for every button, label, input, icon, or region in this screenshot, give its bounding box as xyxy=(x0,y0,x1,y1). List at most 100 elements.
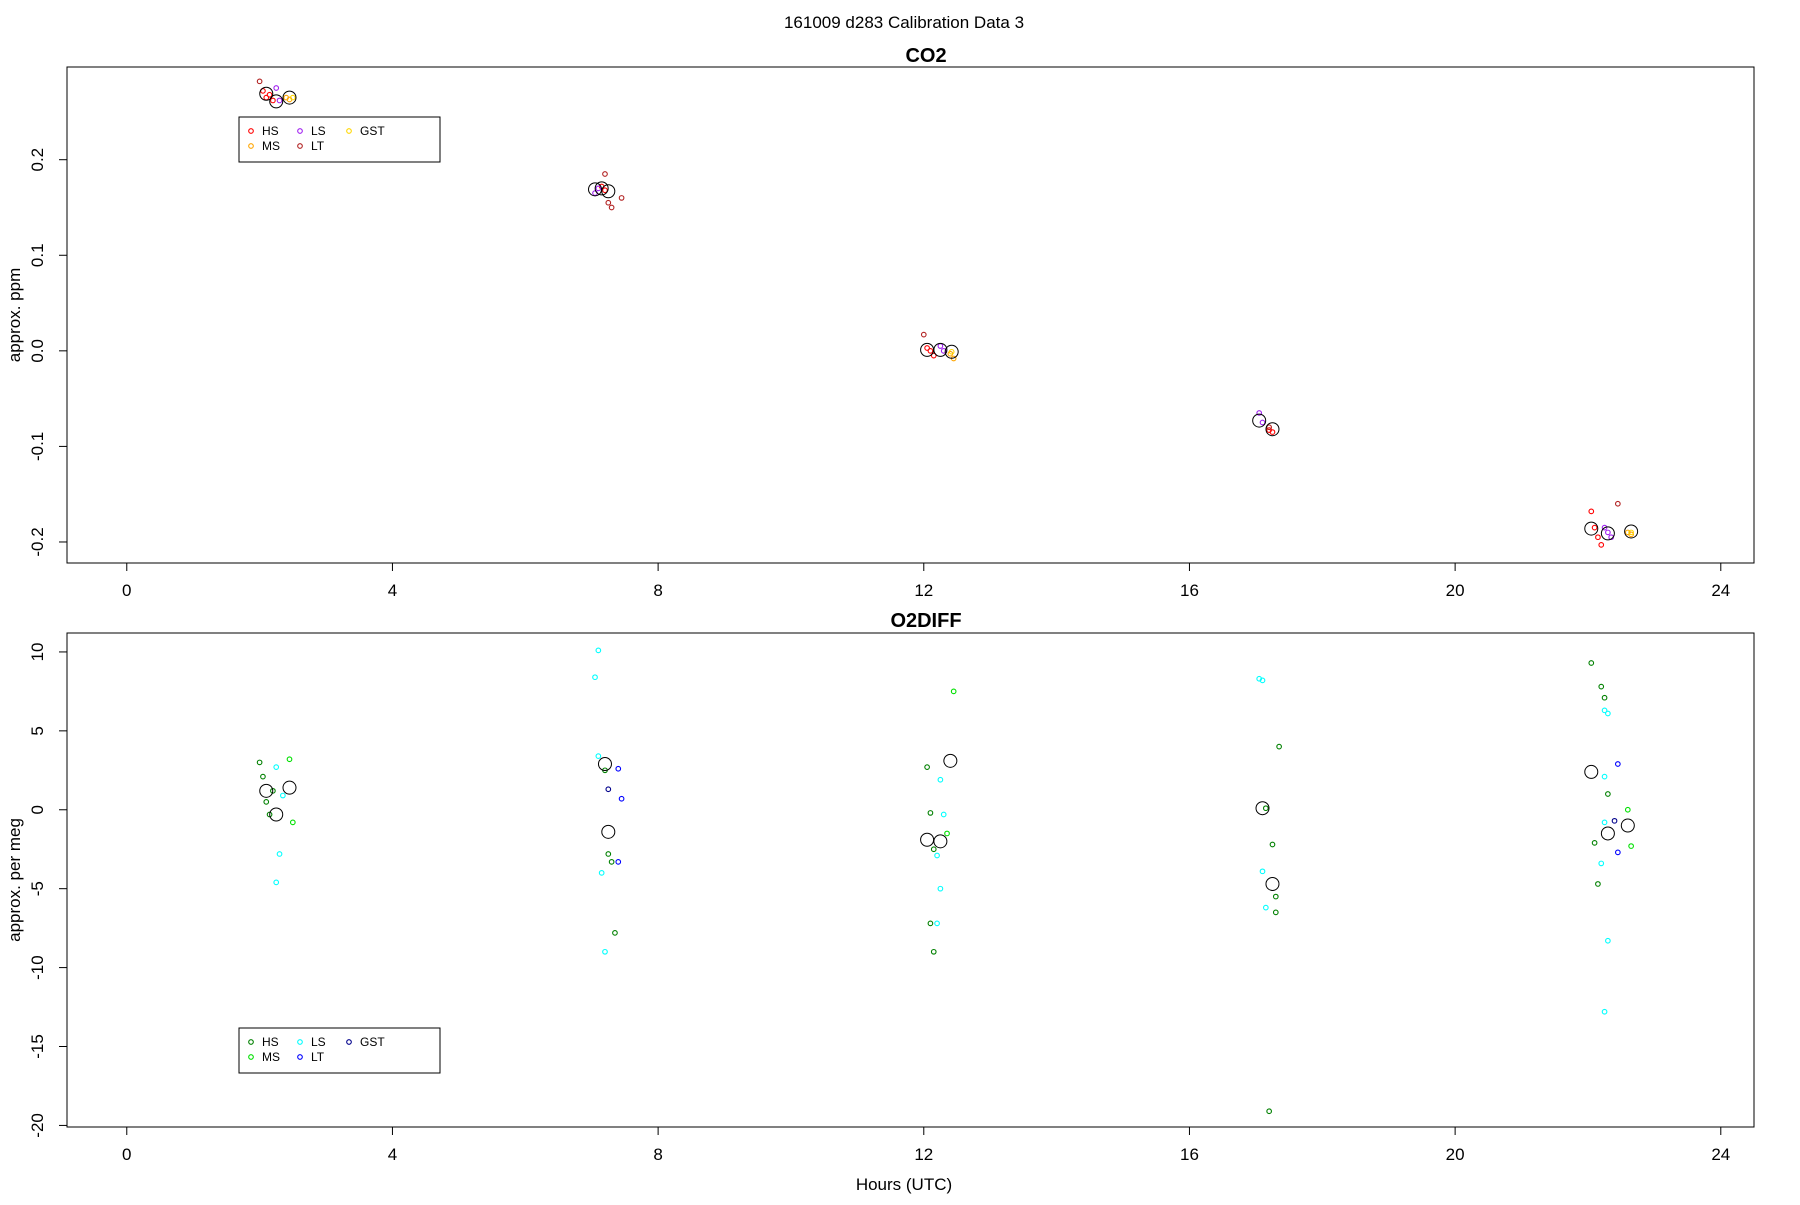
y-tick-label: 0.2 xyxy=(28,148,47,172)
legend-marker xyxy=(248,128,254,134)
data-point xyxy=(937,776,944,783)
legend-marker xyxy=(248,1039,254,1045)
data-point xyxy=(1588,508,1595,515)
mean-marker xyxy=(1255,801,1270,816)
data-point xyxy=(602,171,608,177)
legend-box xyxy=(238,1027,441,1074)
y-tick-label: 0.1 xyxy=(28,243,47,267)
x-tick-label: 8 xyxy=(653,581,662,600)
data-point xyxy=(1614,849,1621,856)
data-point xyxy=(615,765,622,772)
data-point xyxy=(595,185,602,192)
mean-marker xyxy=(1252,413,1267,428)
data-point xyxy=(1262,904,1269,911)
legend-label: LT xyxy=(311,1050,325,1064)
data-point xyxy=(1598,683,1605,690)
data-point xyxy=(1259,677,1266,684)
data-point xyxy=(1598,541,1605,548)
data-point xyxy=(615,858,622,865)
x-tick-label: 20 xyxy=(1446,1145,1465,1164)
data-point xyxy=(930,846,937,853)
x-axis-label: Hours (UTC) xyxy=(856,1175,952,1194)
mean-marker xyxy=(594,181,609,196)
data-point xyxy=(950,688,957,695)
mean-marker xyxy=(597,756,612,771)
data-point xyxy=(602,948,608,955)
data-point xyxy=(256,759,263,766)
data-point xyxy=(595,647,602,654)
data-point xyxy=(1588,660,1595,666)
legend-label: HS xyxy=(262,124,279,138)
x-tick-label: 4 xyxy=(388,581,397,600)
mean-marker xyxy=(269,807,284,822)
data-point xyxy=(270,787,276,794)
data-point xyxy=(1611,817,1618,824)
data-point xyxy=(289,819,296,826)
data-point xyxy=(1628,529,1634,536)
data-point xyxy=(940,347,947,354)
o2diff-y-axis: -20 -15 -10 -5 0 5 10 xyxy=(28,642,67,1138)
data-point xyxy=(930,948,937,955)
mean-marker xyxy=(259,783,274,798)
co2-points xyxy=(256,78,1639,548)
data-point xyxy=(618,795,625,802)
data-point xyxy=(1591,840,1598,846)
legend-label: HS xyxy=(262,1035,279,1049)
y-tick-label: -5 xyxy=(28,881,47,896)
x-tick-label: 24 xyxy=(1711,1145,1730,1164)
y-tick-label: -10 xyxy=(28,955,47,980)
legend-marker xyxy=(297,128,303,134)
legend-label: LT xyxy=(311,139,325,153)
data-point xyxy=(934,920,940,927)
o2diff-x-axis: 0 4 8 12 16 20 24 xyxy=(122,1126,1730,1164)
data-point xyxy=(256,78,263,85)
data-point xyxy=(927,347,934,354)
x-tick-label: 0 xyxy=(122,1145,131,1164)
data-point xyxy=(937,343,944,349)
data-point xyxy=(1272,909,1279,916)
data-point xyxy=(276,851,283,857)
data-point xyxy=(1601,524,1608,531)
data-point xyxy=(1628,531,1634,538)
mean-marker xyxy=(1600,826,1615,841)
co2-y-axis: -0.2 -0.1 0.0 0.1 0.2 xyxy=(28,148,67,557)
data-point xyxy=(605,786,612,793)
legend-box xyxy=(238,116,441,163)
data-point xyxy=(948,348,955,355)
y-tick-label: -15 xyxy=(28,1034,47,1059)
data-point xyxy=(927,920,934,927)
mean-marker xyxy=(601,824,616,839)
data-point xyxy=(608,858,615,865)
x-tick-label: 24 xyxy=(1711,581,1730,600)
mean-marker xyxy=(1584,764,1599,779)
o2diff-points xyxy=(256,647,1635,1115)
data-point xyxy=(1595,881,1601,887)
data-point xyxy=(1605,710,1611,717)
x-tick-label: 0 xyxy=(122,581,131,600)
mean-marker xyxy=(588,182,603,197)
o2diff-ylabel: approx. per meg xyxy=(5,818,24,942)
x-tick-label: 16 xyxy=(1180,581,1199,600)
data-point xyxy=(286,756,293,763)
y-tick-label: -0.2 xyxy=(28,527,47,556)
legend-label: LS xyxy=(311,1035,326,1049)
data-point xyxy=(608,204,615,211)
data-point xyxy=(592,674,598,681)
mean-marker xyxy=(1265,876,1280,891)
mean-marker xyxy=(282,90,297,105)
legend-label: LS xyxy=(311,124,326,138)
data-point xyxy=(1605,529,1611,536)
data-point xyxy=(289,94,296,101)
co2-x-axis: 0 4 8 12 16 20 24 xyxy=(122,562,1730,600)
data-point xyxy=(1605,937,1611,944)
x-tick-label: 20 xyxy=(1446,581,1465,600)
data-point xyxy=(1628,843,1634,849)
data-point xyxy=(1605,791,1611,797)
x-tick-label: 8 xyxy=(653,1145,662,1164)
legend-marker xyxy=(297,1054,303,1060)
data-point xyxy=(930,352,937,359)
data-point xyxy=(1262,805,1269,812)
legend-marker xyxy=(248,1054,254,1060)
y-tick-label: 5 xyxy=(28,726,47,735)
